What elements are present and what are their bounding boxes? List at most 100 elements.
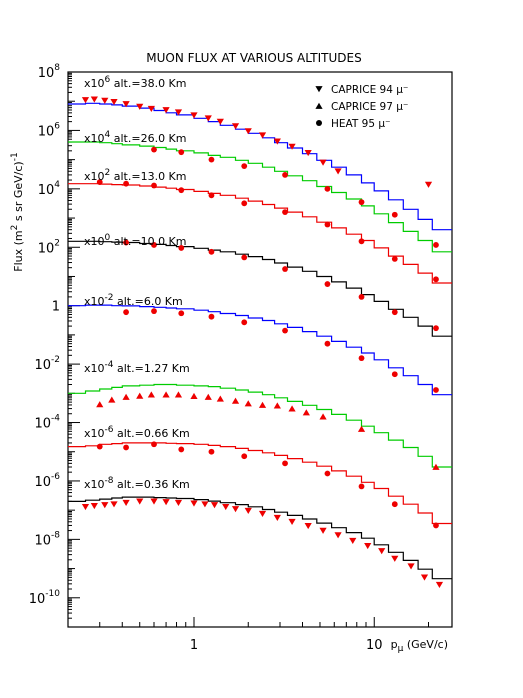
data-point <box>174 109 183 116</box>
data-point <box>231 506 240 513</box>
data-point <box>319 413 327 420</box>
data-point <box>178 187 185 194</box>
data-point <box>273 514 281 521</box>
data-point <box>216 395 224 402</box>
y-axis-label: Flux (m2 s sr GeV/c)-1 <box>10 152 25 271</box>
data-point <box>282 327 288 334</box>
model-curve <box>68 304 452 396</box>
model-curves <box>68 102 452 580</box>
model-curve <box>68 183 452 284</box>
data-point <box>151 146 157 153</box>
data-point <box>433 276 439 283</box>
data-point <box>273 138 281 145</box>
y-tick-label: 102 <box>38 238 60 256</box>
data-point <box>162 391 170 398</box>
data-point <box>123 309 129 316</box>
data-point <box>122 499 130 506</box>
data-point <box>204 393 212 400</box>
chart-title: MUON FLUX AT VARIOUS ALTITUDES <box>146 51 361 65</box>
data-point <box>358 238 365 245</box>
data-point <box>432 463 440 470</box>
y-tick-label: 1 <box>52 300 60 315</box>
data-point <box>96 443 103 450</box>
curve-annotation: x10-4 alt.=1.27 Km <box>84 360 190 375</box>
data-point <box>282 460 288 467</box>
data-point <box>136 498 144 505</box>
data-point <box>150 498 158 505</box>
data-point <box>435 581 444 588</box>
data-point <box>258 401 267 408</box>
legend-label: CAPRICE 94 μ⁻ <box>331 84 408 96</box>
data-point <box>201 501 209 508</box>
y-tick-label: 10-6 <box>34 472 60 490</box>
y-tick-label: 108 <box>38 63 61 81</box>
data-point <box>324 470 331 477</box>
data-point <box>136 392 144 399</box>
data-point <box>357 425 366 432</box>
data-point <box>258 510 267 518</box>
data-point <box>174 499 183 506</box>
curve-annotation: x102 alt.=13.0 Km <box>84 168 187 183</box>
data-point <box>147 105 155 113</box>
data-point <box>123 180 129 187</box>
y-tick-label: 10-8 <box>34 530 60 548</box>
data-point <box>324 281 331 287</box>
data-point <box>231 123 240 130</box>
data-point <box>433 325 439 332</box>
data-point <box>241 200 248 207</box>
data-point <box>178 149 185 156</box>
data-point <box>101 502 109 509</box>
data-point <box>241 453 248 460</box>
data-point <box>324 340 331 347</box>
legend-marker <box>315 86 323 93</box>
data-point <box>378 548 386 555</box>
data-point <box>324 185 331 192</box>
data-point <box>208 192 215 199</box>
data-point <box>123 444 129 451</box>
data-points <box>81 96 444 588</box>
data-point <box>190 112 198 119</box>
data-point <box>244 128 252 135</box>
data-point <box>319 527 327 534</box>
data-point <box>288 518 296 526</box>
data-point <box>108 396 116 403</box>
data-point <box>190 392 198 400</box>
x-tick-label: 1 <box>190 638 198 653</box>
data-point <box>391 211 398 218</box>
model-curve <box>68 102 452 231</box>
data-point <box>282 172 288 178</box>
data-point <box>208 313 215 320</box>
data-point <box>96 179 103 186</box>
data-point <box>334 168 342 175</box>
curve-annotation: x10-2 alt.=6.0 Km <box>84 293 183 308</box>
data-point <box>302 409 310 416</box>
curve-annotations: x106 alt.=38.0 Km x104 alt.=26.0 Km x102 a… <box>84 75 190 491</box>
model-curve <box>68 141 452 253</box>
curve-annotation: x10-8 alt.=0.36 Km <box>84 476 190 491</box>
data-point <box>319 159 327 166</box>
data-point <box>216 118 224 125</box>
data-point <box>151 182 157 189</box>
data-point <box>282 209 288 215</box>
data-point <box>210 502 219 509</box>
model-curve <box>68 383 452 468</box>
data-point <box>151 441 157 448</box>
data-point <box>208 156 215 163</box>
y-tick-label: 10-10 <box>29 589 61 607</box>
data-point <box>288 405 296 412</box>
curve-annotation: x100 alt.=10.0 Km <box>84 233 187 248</box>
y-tick-label: 106 <box>38 121 61 139</box>
data-point <box>433 387 439 393</box>
model-curve <box>68 240 452 337</box>
model-curve <box>68 442 452 525</box>
y-tick-label: 10-4 <box>34 414 60 432</box>
data-point <box>90 503 98 510</box>
data-point <box>358 293 365 300</box>
legend-marker <box>316 120 322 126</box>
data-point <box>334 532 342 539</box>
curve-annotation: x10-6 alt.=0.66 Km <box>84 425 190 440</box>
data-point <box>178 310 185 317</box>
plot-frame <box>67 71 453 628</box>
x-axis: 1 10 <box>67 617 430 653</box>
